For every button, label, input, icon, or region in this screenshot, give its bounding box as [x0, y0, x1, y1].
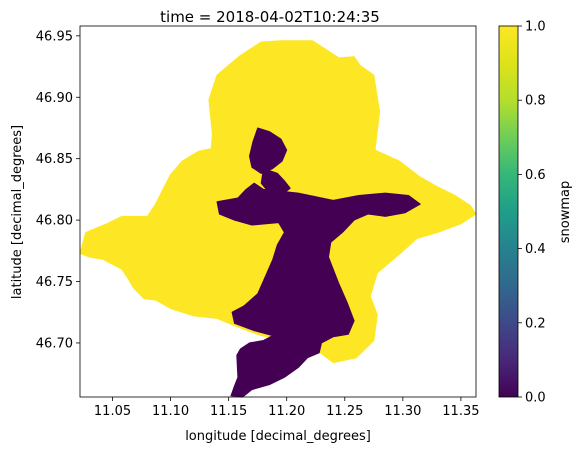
- colorbar-tick-label: 0.8: [525, 94, 546, 109]
- x-tick-label: 11.35: [442, 404, 479, 419]
- snowmap-region-value-0-2: [249, 127, 288, 174]
- snowmap-region-value-0-3: [260, 168, 291, 196]
- x-tick-label: 11.10: [152, 404, 189, 419]
- colorbar-tick-label: 0.6: [525, 168, 546, 183]
- colorbar-tick-label: 1.0: [525, 20, 546, 35]
- x-tick-label: 11.30: [384, 404, 421, 419]
- y-tick-label: 46.95: [36, 29, 73, 44]
- x-axis-label: longitude [decimal_degrees]: [185, 429, 371, 444]
- y-tick-label: 46.75: [36, 275, 73, 290]
- y-axis-ticks: 46.70 46.75 46.80 46.85 46.90 46.95: [36, 29, 80, 351]
- plot-frame: [79, 25, 477, 398]
- x-tick-label: 11.20: [268, 404, 305, 419]
- plot-area: [79, 25, 477, 398]
- y-tick-label: 46.70: [36, 336, 73, 351]
- colorbar-tick-label: 0.4: [525, 242, 546, 257]
- colorbar: 0.0 0.2 0.4 0.6 0.8 1.0 snowmap: [498, 20, 573, 406]
- y-tick-label: 46.80: [36, 214, 73, 229]
- colorbar-gradient: [498, 25, 519, 398]
- x-tick-label: 11.25: [326, 404, 363, 419]
- y-axis-label: latitude [decimal_degrees]: [10, 125, 25, 299]
- x-tick-label: 11.15: [210, 404, 247, 419]
- y-tick-label: 46.85: [36, 152, 73, 167]
- chart-title: time = 2018-04-02T10:24:35: [160, 8, 380, 26]
- colorbar-ticks: 0.0 0.2 0.4 0.6 0.8 1.0: [518, 20, 546, 406]
- x-tick-label: 11.05: [94, 404, 131, 419]
- colorbar-label: snowmap: [558, 181, 573, 243]
- x-axis-ticks: 11.05 11.10 11.15 11.20 11.25 11.30 11.35: [94, 397, 480, 419]
- colorbar-tick-label: 0.2: [525, 316, 546, 331]
- y-tick-label: 46.90: [36, 91, 73, 106]
- snowmap-regions: [79, 40, 477, 398]
- colorbar-tick-label: 0.0: [525, 391, 546, 406]
- snowmap-region-value-0-1: [216, 182, 421, 398]
